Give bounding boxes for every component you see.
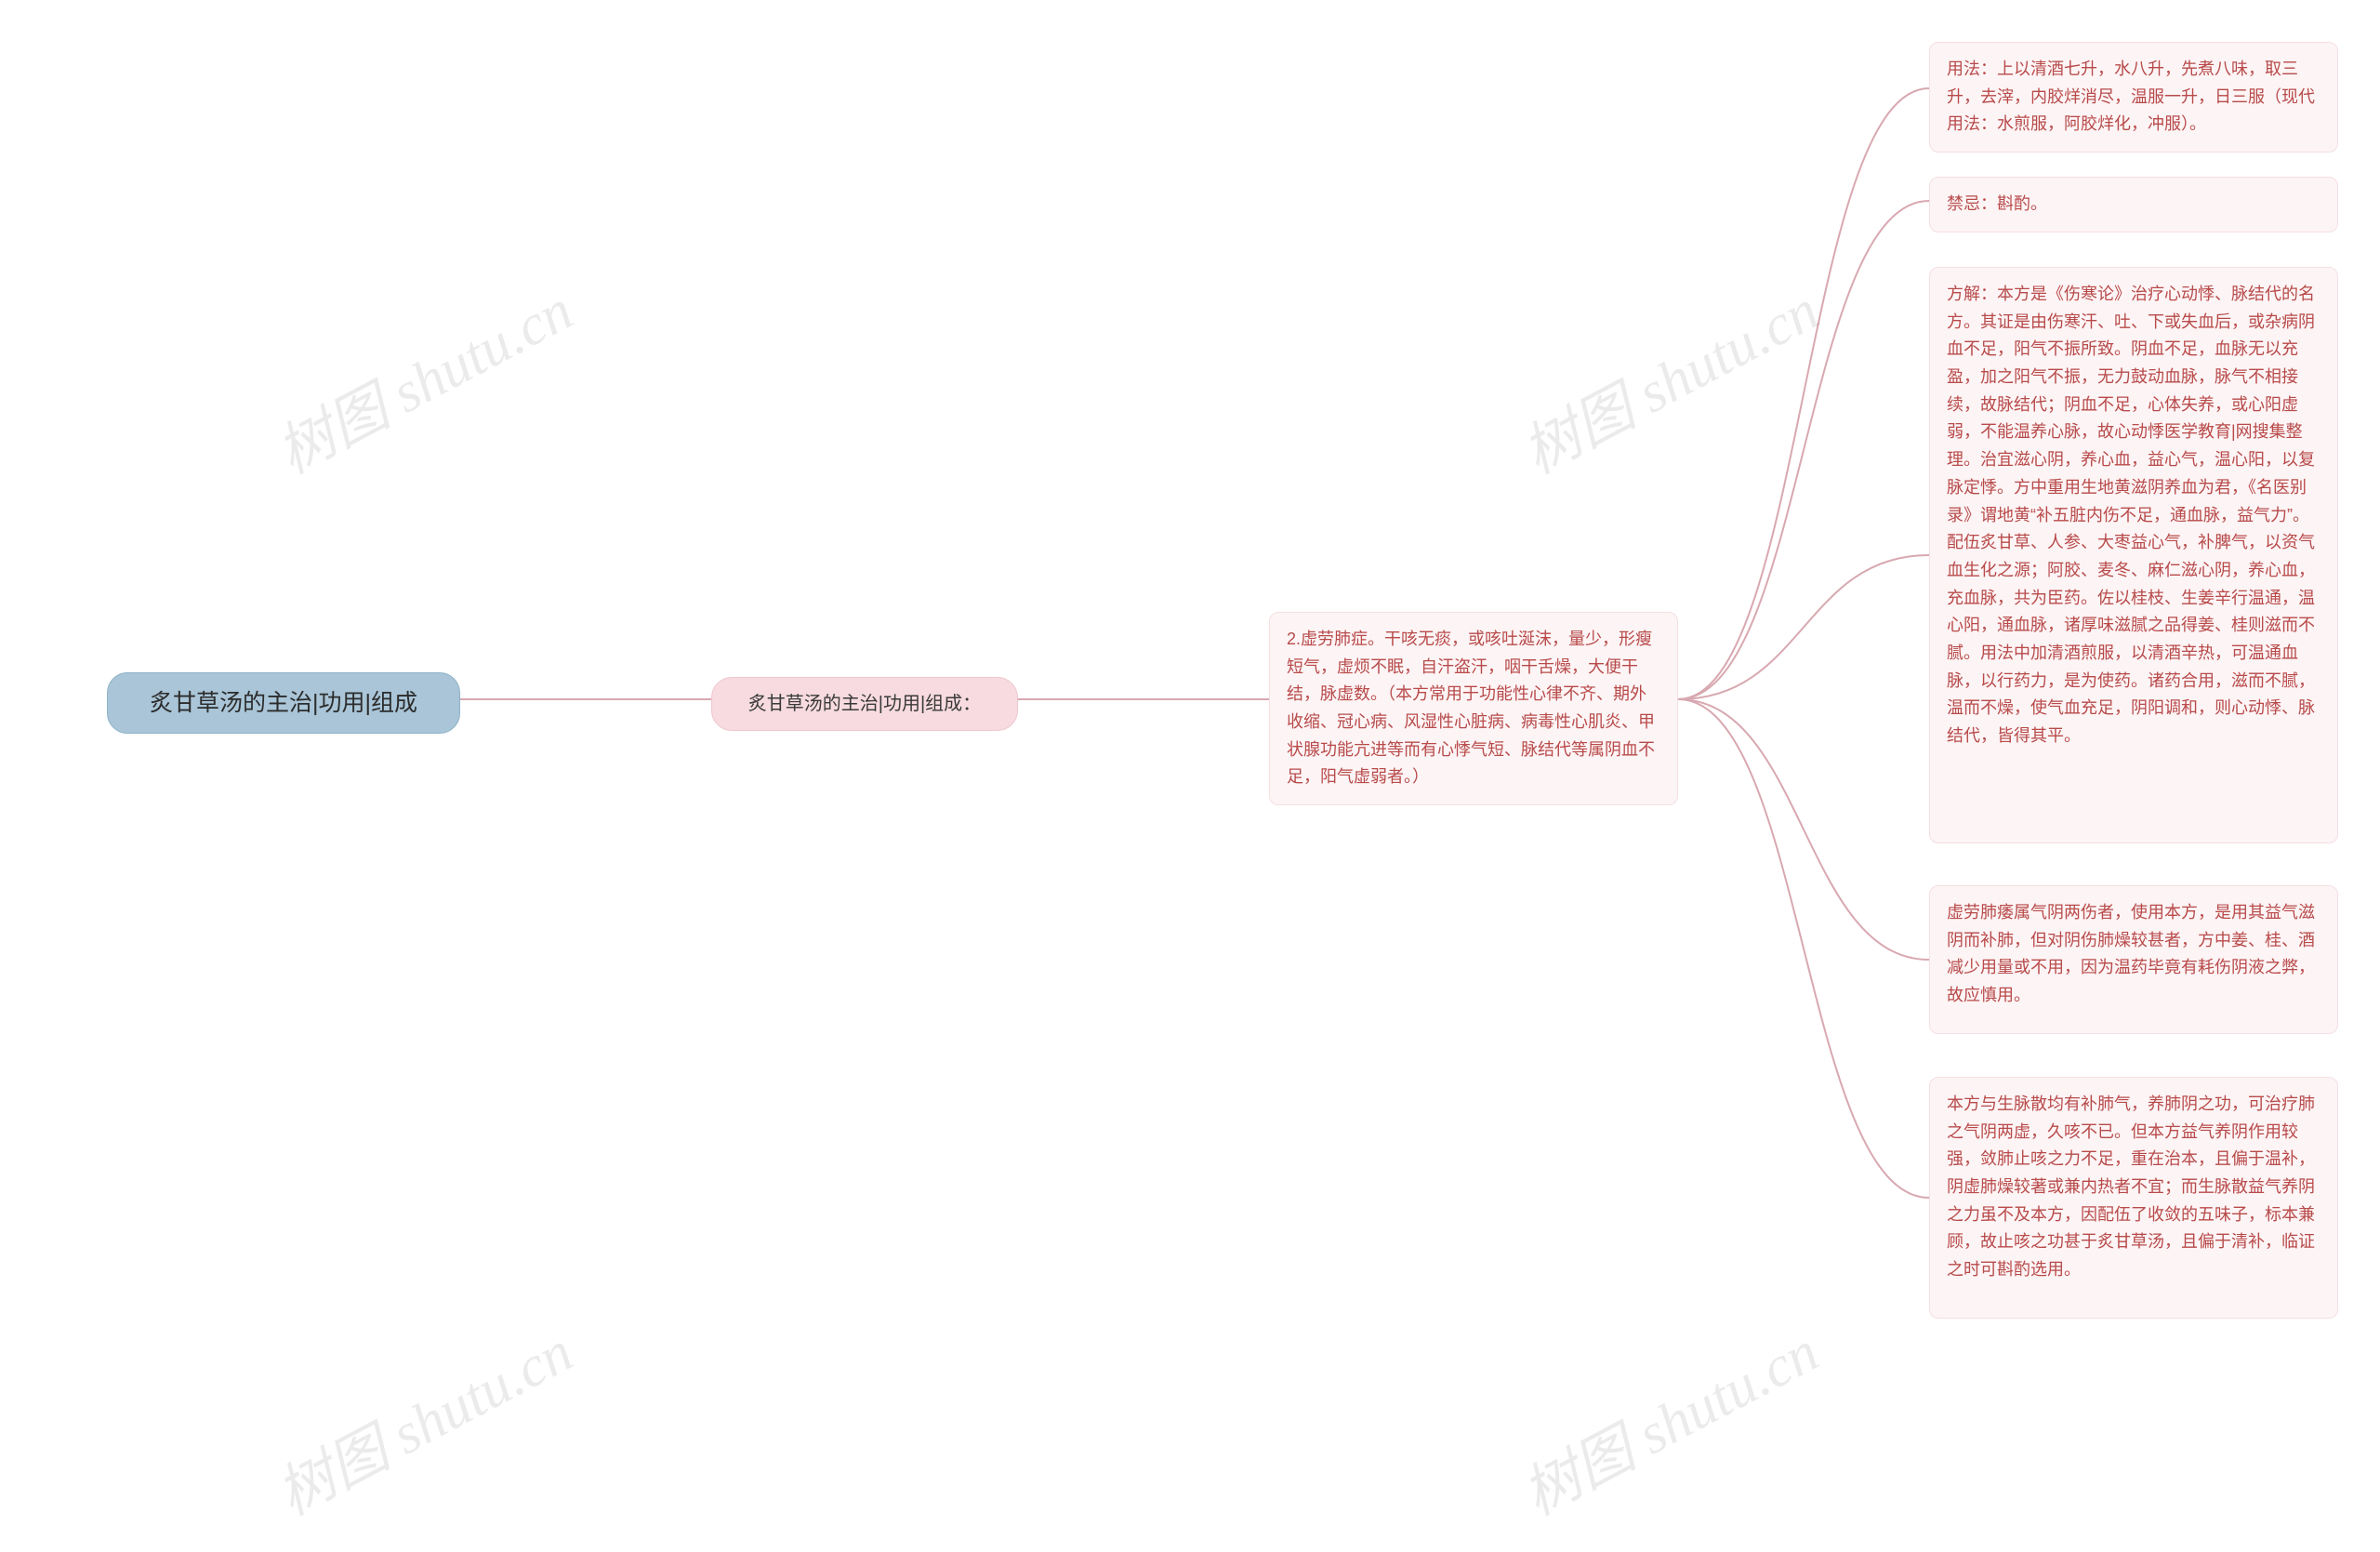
leaf-jinji: 禁忌：斟酌。 [1929, 177, 2338, 232]
level1-text: 炙甘草汤的主治|功用|组成： [748, 689, 981, 719]
leaf-usage-text: 用法：上以清酒七升，水八升，先煮八味，取三升，去滓，内胶烊消尽，温服一升，日三服… [1947, 60, 2315, 133]
leaf-usage: 用法：上以清酒七升，水八升，先煮八味，取三升，去滓，内胶烊消尽，温服一升，日三服… [1929, 42, 2338, 153]
root-text: 炙甘草汤的主治|功用|组成 [150, 684, 417, 722]
leaf-compare: 本方与生脉散均有补肺气，养肺阴之功，可治疗肺之气阴两虚，久咳不已。但本方益气养阴… [1929, 1077, 2338, 1319]
watermark-2: 树图 shutu.cn [259, 1306, 584, 1532]
watermark-1: 树图 shutu.cn [259, 264, 584, 490]
leaf-fangjie-text: 方解：本方是《伤寒论》治疗心动悸、脉结代的名方。其证是由伤寒汗、吐、下或失血后，… [1947, 285, 2315, 745]
leaf-fangjie: 方解：本方是《伤寒论》治疗心动悸、脉结代的名方。其证是由伤寒汗、吐、下或失血后，… [1929, 267, 2338, 843]
watermark-4: 树图 shutu.cn [1505, 1306, 1830, 1532]
level2-node: 2.虚劳肺症。干咳无痰，或咳吐涎沫，量少，形瘦短气，虚烦不眠，自汗盗汗，咽干舌燥… [1269, 612, 1678, 805]
leaf-jinji-text: 禁忌：斟酌。 [1947, 194, 2047, 213]
root-node: 炙甘草汤的主治|功用|组成 [107, 672, 460, 734]
leaf-compare-text: 本方与生脉散均有补肺气，养肺阴之功，可治疗肺之气阴两虚，久咳不已。但本方益气养阴… [1947, 1094, 2315, 1279]
level1-node: 炙甘草汤的主治|功用|组成： [711, 677, 1018, 731]
watermark-3: 树图 shutu.cn [1505, 264, 1830, 490]
leaf-xulao-text: 虚劳肺痿属气阴两伤者，使用本方，是用其益气滋阴而补肺，但对阴伤肺燥较甚者，方中姜… [1947, 903, 2315, 1004]
leaf-xulao: 虚劳肺痿属气阴两伤者，使用本方，是用其益气滋阴而补肺，但对阴伤肺燥较甚者，方中姜… [1929, 885, 2338, 1034]
level2-text: 2.虚劳肺症。干咳无痰，或咳吐涎沫，量少，形瘦短气，虚烦不眠，自汗盗汗，咽干舌燥… [1287, 630, 1655, 786]
